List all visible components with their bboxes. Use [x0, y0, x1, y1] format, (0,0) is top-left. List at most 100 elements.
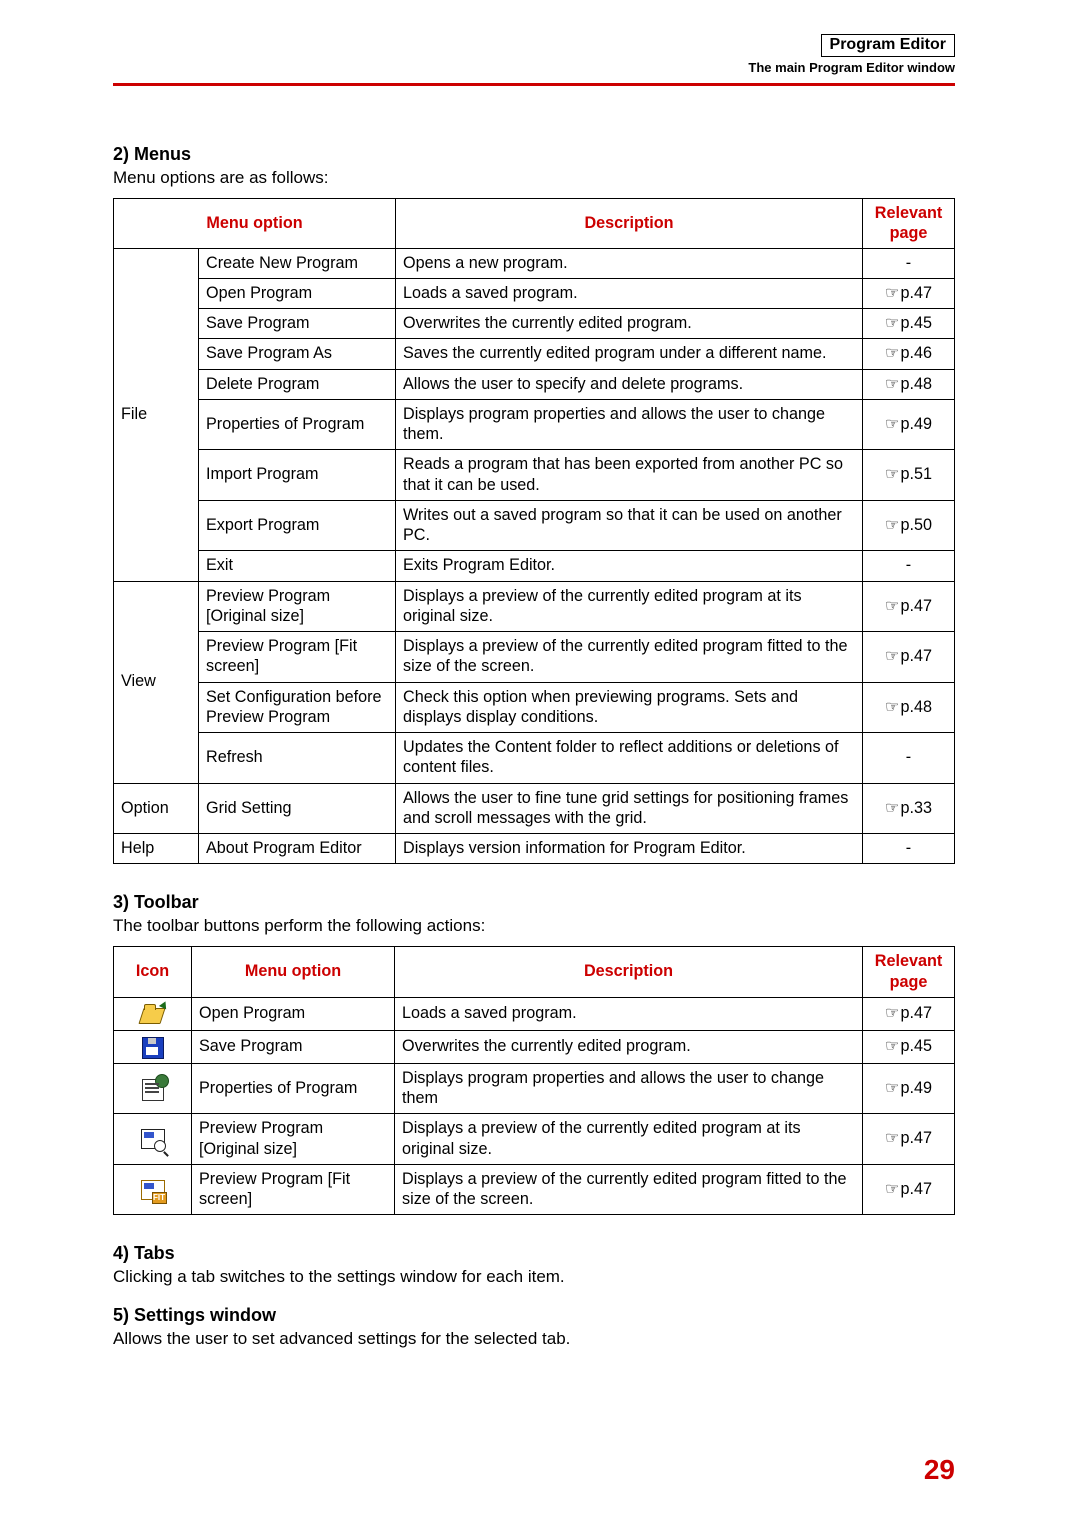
table-header-row: Menu option Description Relevant page: [114, 199, 955, 249]
section-toolbar-intro: The toolbar buttons perform the followin…: [113, 916, 955, 936]
col-icon: Icon: [114, 947, 192, 998]
menu-page-ref: -: [863, 834, 955, 864]
open-icon: [139, 1001, 167, 1027]
pointer-icon: ☞: [885, 515, 900, 535]
section-settings-intro: Allows the user to set advanced settings…: [113, 1329, 955, 1349]
menu-option: Grid Setting: [199, 783, 396, 834]
menu-option: Create New Program: [199, 248, 396, 278]
menu-description: Opens a new program.: [396, 248, 863, 278]
pointer-icon: ☞: [885, 464, 900, 484]
menu-group: View: [114, 581, 199, 783]
menu-description: Writes out a saved program so that it ca…: [396, 500, 863, 551]
page-number: 29: [924, 1454, 955, 1486]
menu-page-ref: ☞p.45: [863, 309, 955, 339]
menu-description: Updates the Content folder to reflect ad…: [396, 733, 863, 784]
menu-option: Export Program: [199, 500, 396, 551]
table-row: Save Program AsSaves the currently edite…: [114, 339, 955, 369]
menu-page-ref: ☞p.47: [863, 632, 955, 683]
col-description: Description: [396, 199, 863, 249]
menu-page-ref: ☞p.33: [863, 783, 955, 834]
section-toolbar-heading: 3) Toolbar: [113, 892, 955, 913]
pointer-icon: ☞: [885, 596, 900, 616]
table-row: Properties of ProgramDisplays program pr…: [114, 399, 955, 450]
toolbar-page-ref: ☞p.49: [863, 1063, 955, 1114]
section-menus-heading: 2) Menus: [113, 144, 955, 165]
table-row: OptionGrid SettingAllows the user to fin…: [114, 783, 955, 834]
header-box-title: Program Editor: [821, 34, 955, 57]
pointer-icon: ☞: [885, 1179, 900, 1199]
preview-original-icon: [139, 1126, 167, 1152]
section-tabs-heading: 4) Tabs: [113, 1243, 955, 1264]
pointer-icon: ☞: [885, 697, 900, 717]
menu-page-ref: ☞p.50: [863, 500, 955, 551]
table-row: FileCreate New ProgramOpens a new progra…: [114, 248, 955, 278]
menu-description: Allows the user to specify and delete pr…: [396, 369, 863, 399]
menu-option: Exit: [199, 551, 396, 581]
menu-description: Overwrites the currently edited program.: [396, 309, 863, 339]
menus-table: Menu option Description Relevant page Fi…: [113, 198, 955, 864]
menu-option: Open Program: [199, 278, 396, 308]
pointer-icon: ☞: [885, 414, 900, 434]
menu-description: Displays a preview of the currently edit…: [396, 581, 863, 632]
table-row: Open ProgramLoads a saved program.☞p.47: [114, 997, 955, 1030]
toolbar-option: Preview Program [Fit screen]: [192, 1164, 395, 1215]
menu-page-ref: ☞p.46: [863, 339, 955, 369]
menu-page-ref: ☞p.48: [863, 369, 955, 399]
toolbar-option: Properties of Program: [192, 1063, 395, 1114]
section-settings-heading: 5) Settings window: [113, 1305, 955, 1326]
section-tabs-intro: Clicking a tab switches to the settings …: [113, 1267, 955, 1287]
menu-description: Exits Program Editor.: [396, 551, 863, 581]
menu-description: Loads a saved program.: [396, 278, 863, 308]
menu-page-ref: ☞p.49: [863, 399, 955, 450]
table-row: Properties of ProgramDisplays program pr…: [114, 1063, 955, 1114]
toolbar-page-ref: ☞p.47: [863, 997, 955, 1030]
menu-page-ref: ☞p.47: [863, 278, 955, 308]
toolbar-description: Overwrites the currently edited program.: [395, 1030, 863, 1063]
table-row: Preview Program [Fit screen]Displays a p…: [114, 632, 955, 683]
table-row: ViewPreview Program [Original size]Displ…: [114, 581, 955, 632]
menu-option: Refresh: [199, 733, 396, 784]
menu-option: Save Program As: [199, 339, 396, 369]
menu-page-ref: ☞p.47: [863, 581, 955, 632]
table-row: Delete ProgramAllows the user to specify…: [114, 369, 955, 399]
col-menu-option: Menu option: [192, 947, 395, 998]
table-row: Export ProgramWrites out a saved program…: [114, 500, 955, 551]
menu-description: Allows the user to fine tune grid settin…: [396, 783, 863, 834]
pointer-icon: ☞: [885, 374, 900, 394]
page: Program Editor The main Program Editor w…: [0, 0, 1080, 1524]
toolbar-description: Displays a preview of the currently edit…: [395, 1164, 863, 1215]
save-icon: [139, 1034, 167, 1060]
col-menu-option: Menu option: [114, 199, 396, 249]
menu-option: About Program Editor: [199, 834, 396, 864]
pointer-icon: ☞: [885, 1036, 900, 1056]
toolbar-page-ref: ☞p.47: [863, 1114, 955, 1165]
col-relevant-page: Relevant page: [863, 199, 955, 249]
pointer-icon: ☞: [885, 1128, 900, 1148]
toolbar-description: Loads a saved program.: [395, 997, 863, 1030]
menu-description: Check this option when previewing progra…: [396, 682, 863, 733]
header: Program Editor The main Program Editor w…: [113, 34, 955, 75]
menu-page-ref: ☞p.51: [863, 450, 955, 501]
table-row: FITPreview Program [Fit screen]Displays …: [114, 1164, 955, 1215]
menu-page-ref: -: [863, 248, 955, 278]
col-description: Description: [395, 947, 863, 998]
toolbar-icon-cell: [114, 1114, 192, 1165]
toolbar-page-ref: ☞p.47: [863, 1164, 955, 1215]
col-relevant-page: Relevant page: [863, 947, 955, 998]
table-row: Open ProgramLoads a saved program.☞p.47: [114, 278, 955, 308]
toolbar-table: Icon Menu option Description Relevant pa…: [113, 946, 955, 1215]
toolbar-option: Preview Program [Original size]: [192, 1114, 395, 1165]
menu-group: Help: [114, 834, 199, 864]
menu-option: Set Configuration before Preview Program: [199, 682, 396, 733]
table-row: RefreshUpdates the Content folder to ref…: [114, 733, 955, 784]
menu-option: Preview Program [Fit screen]: [199, 632, 396, 683]
pointer-icon: ☞: [885, 343, 900, 363]
menu-page-ref: -: [863, 551, 955, 581]
menu-page-ref: -: [863, 733, 955, 784]
pointer-icon: ☞: [885, 1078, 900, 1098]
table-row: Set Configuration before Preview Program…: [114, 682, 955, 733]
menu-option: Import Program: [199, 450, 396, 501]
menu-group: File: [114, 248, 199, 581]
toolbar-icon-cell: [114, 997, 192, 1030]
toolbar-option: Save Program: [192, 1030, 395, 1063]
